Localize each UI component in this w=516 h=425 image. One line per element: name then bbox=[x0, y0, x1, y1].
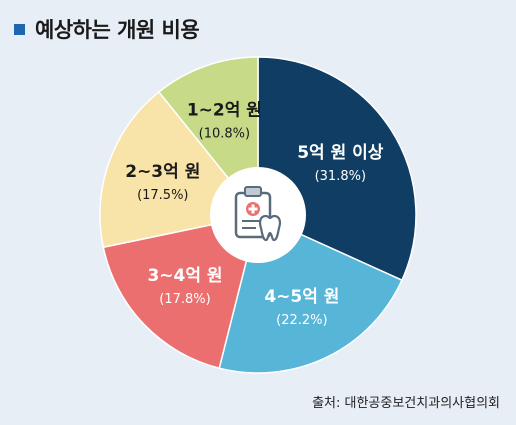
slice-value-5: (10.8%) bbox=[199, 127, 250, 142]
slice-label-2: 4~5억 원 bbox=[264, 287, 339, 307]
source-note: 출처: 대한공중보건치과의사협의회 bbox=[312, 396, 500, 411]
slice-label-5: 1~2억 원 bbox=[187, 101, 262, 121]
pie-labels: 5억 원 이상 (31.8%) 4~5억 원 (22.2%) 3~4억 원 (17.8%)… bbox=[125, 101, 384, 328]
slice-label-3: 3~4억 원 bbox=[147, 266, 222, 286]
slice-value-2: (22.2%) bbox=[276, 313, 327, 328]
slice-value-4: (17.5%) bbox=[137, 188, 188, 203]
slice-label-4: 2~3억 원 bbox=[125, 162, 200, 182]
slice-value-1: (31.8%) bbox=[315, 169, 366, 184]
chart-title-group: 예상하는 개원 비용 bbox=[14, 14, 200, 44]
dental-clipboard-icon bbox=[234, 186, 282, 242]
chart-title: 예상하는 개원 비용 bbox=[35, 18, 200, 42]
slice-value-3: (17.8%) bbox=[159, 292, 210, 307]
title-marker-icon bbox=[14, 23, 25, 35]
pie-slice-3 bbox=[102, 214, 260, 370]
slice-label-1: 5억 원 이상 bbox=[297, 143, 384, 163]
center-icon-group bbox=[210, 167, 306, 263]
